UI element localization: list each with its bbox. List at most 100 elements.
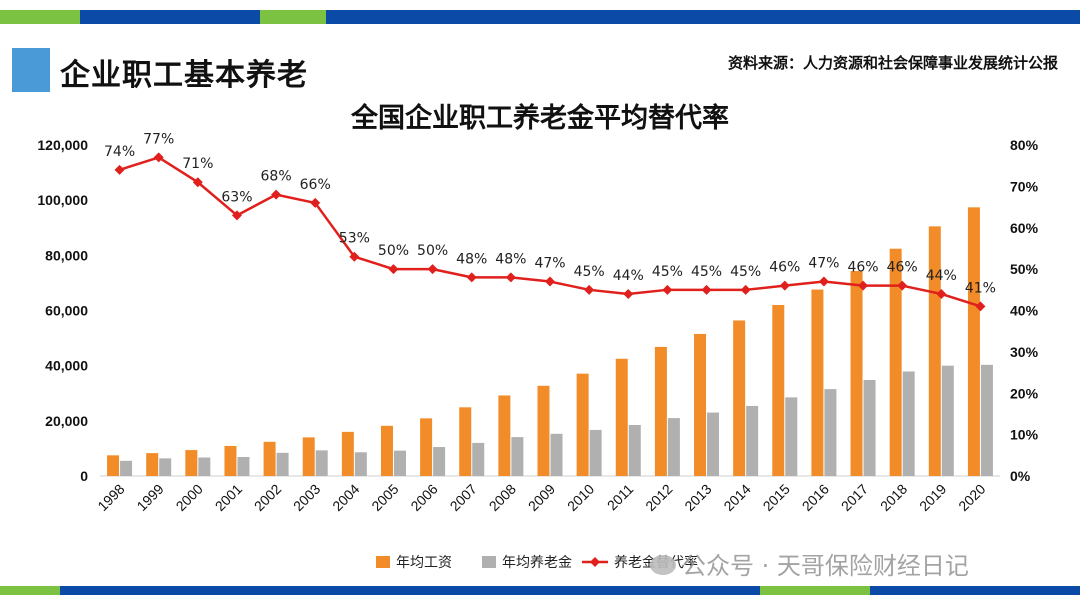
x-tick-label: 2002 [251,481,284,514]
replacement-rate-point [466,272,477,283]
replacement-rate-label: 48% [495,251,526,267]
wage-bar [185,450,198,476]
replacement-rate-label: 50% [417,243,448,259]
pension-bar [315,450,328,476]
legend-swatch-pension [482,556,496,568]
y-left-tick-label: 100,000 [37,192,88,208]
pension-bar [237,456,250,476]
y-right-tick-label: 50% [1010,261,1039,277]
pension-bar [198,457,211,476]
x-tick-label: 2000 [173,481,206,514]
replacement-rate-label: 46% [769,260,800,276]
x-tick-label: 2015 [760,481,793,514]
replacement-rate-label: 68% [261,169,292,185]
pension-bar [746,405,759,476]
wage-bar [302,437,315,476]
wage-bar [928,226,941,476]
y-right-tick-label: 30% [1010,344,1039,360]
legend-swatch-wage [376,556,390,568]
y-right-tick-label: 60% [1010,220,1039,236]
x-tick-label: 2003 [290,481,323,514]
replacement-rate-label: 77% [143,131,174,147]
replacement-rate-point [192,177,203,188]
pension-bar [707,412,720,476]
pension-bar [824,389,837,476]
replacement-rate-label: 45% [730,264,761,280]
watermark-text: 公众号 · 天哥保险财经日记 [682,552,969,580]
section-title: 企业职工基本养老 [60,58,308,93]
x-tick-label: 2020 [955,481,988,514]
x-tick-label: 2005 [368,481,401,514]
data-source-note: 资料来源：人力资源和社会保障事业发展统计公报 [727,54,1058,72]
replacement-rate-point [701,284,712,295]
y-right-tick-label: 40% [1010,303,1039,319]
replacement-rate-label: 45% [574,264,605,280]
replacement-rate-label: 66% [300,177,331,193]
x-tick-label: 2007 [447,481,480,514]
legend-label-wage: 年均工资 [396,555,452,571]
wage-bar [263,441,276,476]
wage-bar [850,271,863,476]
replacement-rate-point [623,288,634,299]
replacement-rate-point [310,197,321,208]
wage-bar [224,445,237,476]
y-left-tick-label: 40,000 [45,358,88,374]
bottom-color-bar [0,586,1080,605]
wage-bar [420,418,433,476]
y-right-tick-label: 10% [1010,427,1039,443]
y-right-tick-label: 0% [1010,468,1031,484]
replacement-rate-point [858,280,869,291]
replacement-rate-point [975,301,986,312]
y-left-tick-label: 20,000 [45,413,88,429]
replacement-rate-label: 41% [965,280,996,296]
x-tick-label: 2012 [642,481,675,514]
replacement-rate-label: 46% [887,260,918,276]
x-tick-label: 1998 [94,481,127,514]
y-right-tick-label: 20% [1010,385,1039,401]
wage-bar [615,358,628,476]
replacement-rate-label: 45% [652,264,683,280]
wage-bar [146,453,159,476]
x-tick-label: 2016 [799,481,832,514]
replacement-rate-point [231,210,242,221]
replacement-rate-label: 45% [691,264,722,280]
y-right-tick-label: 80% [1010,137,1039,153]
x-tick-label: 2019 [916,481,949,514]
replacement-rate-point [505,272,516,283]
replacement-rate-label: 63% [221,189,252,205]
x-tick-label: 1999 [133,481,166,514]
pension-bar [354,452,367,476]
wage-bar [498,395,511,476]
watermark: 公众号 · 天哥保险财经日记 [650,546,969,581]
x-tick-label: 2009 [525,481,558,514]
wage-bar [380,425,393,476]
replacement-rate-label: 46% [847,260,878,276]
wage-bar [107,455,120,476]
y-left-tick-label: 0 [80,468,88,484]
y-right-tick-label: 70% [1010,178,1039,194]
x-tick-label: 2013 [681,481,714,514]
replacement-rate-point [779,280,790,291]
pension-bar [863,380,876,476]
section-accent-block [12,48,50,92]
pension-bar [511,437,524,476]
x-tick-label: 2004 [329,481,362,514]
pension-bar [472,442,485,476]
x-tick-label: 2001 [212,481,245,514]
pension-bar [785,397,798,476]
replacement-rate-point [153,152,164,163]
pension-bar [628,424,641,476]
replacement-rate-point [349,251,360,262]
pension-bar [941,365,954,476]
pension-bar [550,433,563,476]
replacement-rate-label: 47% [808,256,839,272]
pension-bar [667,418,680,476]
wage-bar [694,333,707,476]
replacement-rate-point [271,189,282,200]
x-tick-label: 2018 [877,481,910,514]
wage-bar [341,431,354,476]
x-tick-label: 2010 [564,481,597,514]
replacement-rate-label: 47% [534,256,565,272]
pension-bar [902,371,915,476]
